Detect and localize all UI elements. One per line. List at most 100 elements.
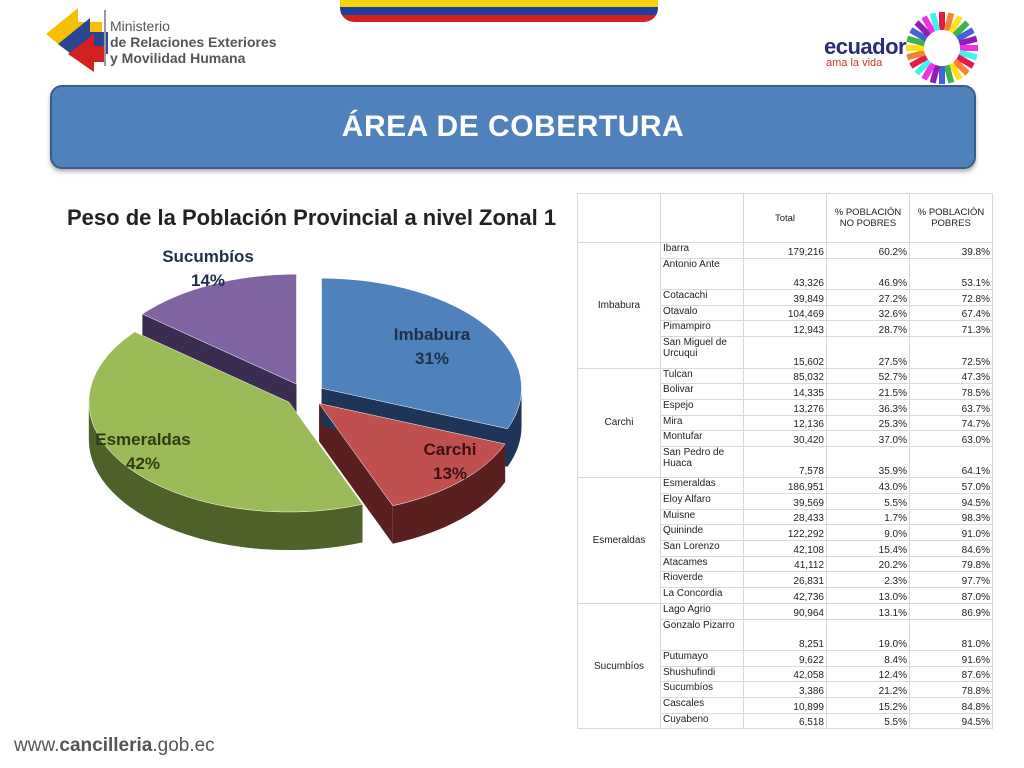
total-cell: 85,032 [743,367,827,385]
table-row: Carchi Tulcan 85,032 52.7% 47.3% [577,367,993,479]
total-cell: 12,943 [743,320,827,338]
table-row: Esmeraldas Esmeraldas 186,951 43.0% 57.0% [577,477,993,604]
pie-chart: Imbabura 31% Carchi 13% Esmeraldas 42% Sucumbí… [88,247,522,551]
header-pobres: % POBLACIÓN POBRES [909,193,993,243]
pobres-cell: 74.7% [909,414,993,432]
table-row: La Concordia 42,736 13.0% 87.0% [578,587,993,604]
total-cell: 6,518 [743,712,827,730]
ministry-line2: de Relaciones Exteriores [110,34,277,50]
table-row: Cascales 10,899 15.2% 84.8% [578,697,993,714]
pobres-cell: 47.3% [909,367,993,385]
municipality-cell: Montufar [660,430,744,447]
pobres-cell: 94.5% [909,493,993,510]
pie-slice-side-imbabura [507,388,522,467]
municipality-cell: Otavalo [660,304,744,322]
pobres-cell: 97.7% [909,571,993,589]
pobres-cell: 79.8% [909,555,993,573]
total-cell: 41,112 [743,555,827,573]
no-pobres-cell: 2.3% [826,571,910,589]
no-pobres-cell: 5.5% [826,712,910,730]
no-pobres-cell: 13.1% [826,602,910,620]
total-cell: 3,386 [743,681,827,698]
province-cell: Esmeraldas [577,477,661,604]
no-pobres-cell: 46.9% [826,257,910,291]
pobres-cell: 94.5% [909,712,993,730]
sun-ray [906,35,926,47]
sun-ray [906,45,924,51]
municipality-cell: Pimampiro [660,320,744,338]
sun-ray [921,15,936,34]
ministry-logo-icon [46,8,108,72]
municipality-cell: Putumayo [660,649,744,667]
total-cell: 7,578 [743,445,827,479]
no-pobres-cell: 37.0% [826,430,910,447]
municipality-cell: Bolivar [660,383,744,400]
no-pobres-cell: 20.2% [826,555,910,573]
footer-url-suffix: .gob.ec [152,735,215,756]
pie-pct-carchi: 13% [433,464,467,483]
no-pobres-cell: 21.2% [826,681,910,698]
no-pobres-cell: 32.6% [826,304,910,322]
municipality-cell: Muisne [660,508,744,526]
table-row: San Miguel de Urcuqui 15,602 27.5% 72.5% [578,336,993,369]
no-pobres-cell: 13.0% [826,587,910,604]
pobres-cell: 53.1% [909,257,993,291]
no-pobres-cell: 52.7% [826,367,910,385]
table-row: Antonio Ante 43,326 46.9% 53.1% [578,257,993,291]
total-cell: 186,951 [743,477,827,495]
pobres-cell: 81.0% [909,618,993,651]
header-province [577,193,661,243]
sun-ray [939,66,945,84]
municipality-cell: San Miguel de Urcuqui [660,336,744,369]
footer-url[interactable]: www.cancilleria.gob.ec [14,735,215,757]
no-pobres-cell: 36.3% [826,398,910,416]
province-cell: Imbabura [577,242,661,369]
no-pobres-cell: 15.2% [826,697,910,714]
sun-ray [921,62,936,81]
sun-ray [956,27,975,42]
sun-ray [948,15,963,34]
municipality-cell: Shushufindi [660,665,744,683]
population-table: Total % POBLACIÓN NO POBRES % POBLACIÓN … [577,193,993,730]
header-no-pobres: % POBLACIÓN NO POBRES [826,193,910,243]
total-cell: 42,058 [743,665,827,683]
banner-title: ÁREA DE COBERTURA [341,110,685,143]
total-cell: 104,469 [743,304,827,322]
sun-ray [952,20,970,38]
pie-label-sucumbíos: Sucumbíos [162,247,254,266]
total-cell: 14,335 [743,383,827,400]
municipality-cell: San Lorenzo [660,540,744,557]
pobres-cell: 84.6% [909,540,993,557]
table-row: Cuyabeno 6,518 5.5% 94.5% [578,712,993,730]
total-cell: 10,899 [743,697,827,714]
sun-ray [906,49,926,61]
pie-label-carchi: Carchi [424,440,477,459]
table-row: San Pedro de Huaca 7,578 35.9% 64.1% [578,445,993,479]
pobres-cell: 91.0% [909,524,993,542]
municipality-cell: La Concordia [660,587,744,604]
sun-ray [952,58,970,76]
municipality-cell: Antonio Ante [660,257,744,291]
no-pobres-cell: 19.0% [826,618,910,651]
pobres-cell: 78.5% [909,383,993,400]
no-pobres-cell: 43.0% [826,477,910,495]
sun-ray [914,20,932,38]
table-row: Shushufindi 42,058 12.4% 87.6% [578,665,993,683]
municipality-cell: Cotacachi [660,289,744,306]
total-cell: 15,602 [743,336,827,369]
municipality-cell: Gonzalo Pizarro [660,618,744,651]
total-cell: 30,420 [743,430,827,447]
total-cell: 26,831 [743,571,827,589]
sun-ray [909,54,928,69]
municipality-cell: Mira [660,414,744,432]
sun-ray [960,45,978,51]
no-pobres-cell: 9.0% [826,524,910,542]
sun-ray [909,27,928,42]
pobres-cell: 39.8% [909,242,993,259]
flag-strip [340,0,658,22]
table-row: Pimampiro 12,943 28.7% 71.3% [578,320,993,338]
municipality-cell: Sucumbíos [660,681,744,698]
pobres-cell: 87.6% [909,665,993,683]
municipality-cell: Cascales [660,697,744,714]
pobres-cell: 63.0% [909,430,993,447]
